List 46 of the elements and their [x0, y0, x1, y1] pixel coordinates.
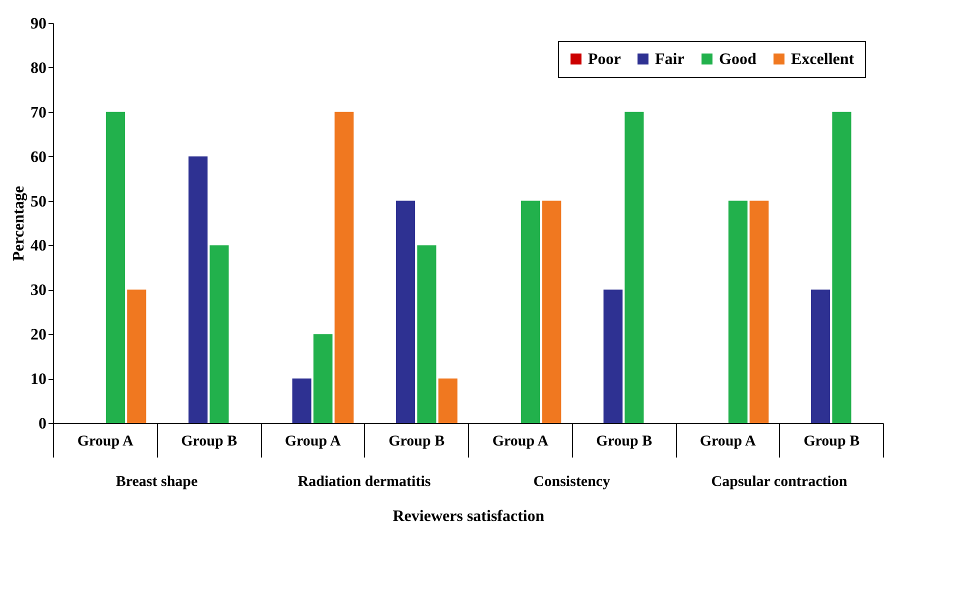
legend-label: Fair: [655, 51, 684, 68]
bar: [728, 200, 748, 423]
y-tick-label: 20: [30, 326, 46, 344]
bar: [127, 290, 146, 423]
legend-label: Poor: [588, 51, 621, 68]
x-tick-label: Group A: [77, 434, 134, 450]
bar: [417, 245, 436, 423]
bar: [396, 200, 416, 423]
text: Consistency: [533, 474, 611, 490]
bar: [604, 290, 623, 423]
bar: [313, 334, 332, 423]
x-tick-label: Group B: [596, 434, 652, 450]
bar: [624, 112, 644, 423]
x-tick-label: Group B: [181, 434, 238, 450]
y-tick-label: 90: [30, 16, 46, 32]
y-axis-title: Percentage: [10, 186, 28, 262]
bar: [292, 378, 312, 423]
y-tick-label: 70: [30, 104, 46, 122]
text: Radiation dermatitis: [298, 474, 431, 490]
y-tick-label: 10: [30, 371, 46, 388]
legend-label: Excellent: [791, 51, 855, 68]
bar: [520, 200, 540, 423]
bar: [811, 290, 830, 423]
x-tick-label: Group A: [492, 434, 549, 450]
legend-label: Good: [719, 51, 756, 68]
text: Capsular contraction: [711, 474, 848, 490]
bar: [106, 112, 125, 423]
x-tick-label: Group B: [388, 434, 445, 450]
bar: [210, 245, 229, 423]
bar: [832, 112, 852, 423]
y-tick-label: 0: [38, 416, 46, 432]
y-tick-label: 50: [30, 193, 46, 210]
y-tick-label: 80: [30, 60, 46, 77]
x-axis-title: Reviewers satisfaction: [392, 508, 544, 525]
x-tick-label: Group A: [700, 434, 756, 450]
y-tick-label: 40: [30, 238, 46, 255]
x-tick-label: Group B: [804, 434, 860, 450]
bar: [188, 156, 208, 423]
bar: [750, 200, 769, 423]
bar: [542, 200, 562, 423]
y-tick-label: 30: [30, 282, 46, 300]
text: Breast shape: [116, 474, 198, 490]
bar: [334, 112, 354, 423]
bar: [438, 378, 458, 423]
y-tick-label: 60: [30, 148, 46, 166]
x-tick-label: Group A: [284, 434, 342, 450]
